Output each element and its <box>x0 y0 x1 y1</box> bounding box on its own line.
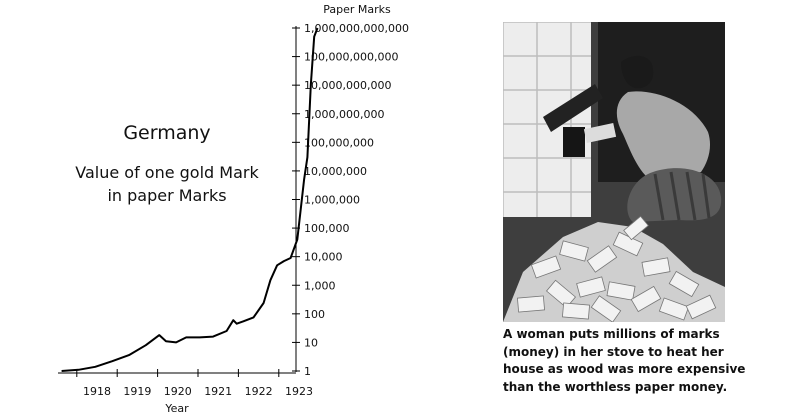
caption-line-2: (money) in her stove to heat her <box>503 344 724 359</box>
woman-burning-money-illustration <box>503 22 725 322</box>
stove-photo <box>503 22 725 322</box>
y-tick-label: 1,000,000,000 <box>304 108 384 121</box>
x-tick-label: 1921 <box>204 385 232 398</box>
caption-line-1: A woman puts millions of marks <box>503 327 720 341</box>
y-tick-label: 1,000,000,000,000 <box>304 22 409 35</box>
chart-title-country: Germany <box>123 122 210 144</box>
x-axis-title: Year <box>164 402 189 415</box>
y-axis-title: Paper Marks <box>323 3 391 16</box>
x-tick-label: 1920 <box>164 385 192 398</box>
caption-line-3: house as wood was more expensive <box>503 362 746 376</box>
series-layer <box>61 27 319 372</box>
x-tick-label: 1923 <box>285 385 313 398</box>
chart-title-line-3: in paper Marks <box>107 186 226 205</box>
photo-caption: A woman puts millions of marks (money) i… <box>503 326 746 396</box>
y-tick-label: 100,000,000,000 <box>304 51 398 64</box>
y-tick-label: 100 <box>304 308 325 321</box>
y-tick-label: 10,000 <box>304 251 343 264</box>
y-tick-label: 10,000,000,000 <box>304 79 391 92</box>
caption-line-4: than the worthless paper money. <box>503 379 728 394</box>
y-tick-label: 100,000,000 <box>304 136 374 149</box>
series-line <box>61 27 319 372</box>
hyperinflation-chart: 1918 1919 1920 1921 1922 1923 1 10 100 1,000 10,0… <box>58 3 409 415</box>
chart-title-line-2: Value of one gold Mark <box>75 163 259 182</box>
x-axis: 1918 1919 1920 1921 1922 1923 <box>58 369 313 398</box>
y-tick-label: 1 <box>304 365 311 378</box>
x-tick-label: 1918 <box>83 385 111 398</box>
x-tick-label: 1922 <box>245 385 273 398</box>
y-axis: 1 10 100 1,000 10,000 100,000 1,000,000 10,000,… <box>292 22 409 378</box>
y-tick-label: 10 <box>304 336 318 349</box>
y-tick-label: 1,000 <box>304 279 336 292</box>
y-tick-label: 10,000,000 <box>304 165 367 178</box>
y-tick-label: 1,000,000 <box>304 194 360 207</box>
x-tick-label: 1919 <box>123 385 151 398</box>
y-tick-label: 100,000 <box>304 222 350 235</box>
